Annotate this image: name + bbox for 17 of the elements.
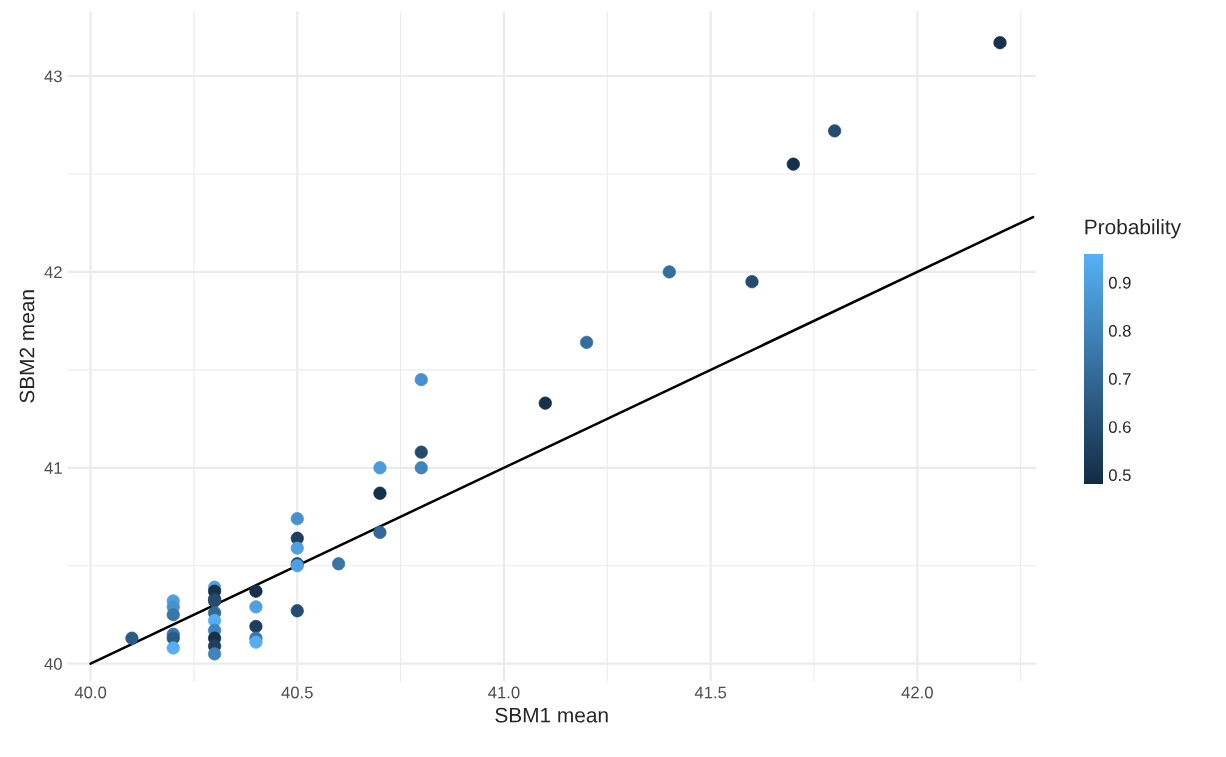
- x-tick-label: 42.0: [901, 686, 933, 699]
- color-bar-label: 0.6: [1108, 421, 1131, 433]
- x-axis-title: SBM1 mean: [495, 707, 608, 723]
- color-bar-label: 0.5: [1108, 469, 1131, 482]
- x-tick-label: 41.0: [488, 686, 520, 699]
- x-tick-label: 40.0: [74, 686, 107, 699]
- color-bar-label: 0.7: [1108, 373, 1131, 385]
- x-tick-label: 41.5: [694, 686, 727, 699]
- color-bar-label: 0.9: [1108, 276, 1131, 289]
- y-tick-label: 41: [44, 462, 62, 474]
- x-tick-label: 40.5: [281, 686, 313, 699]
- color-bar-label: 0.8: [1108, 324, 1131, 337]
- color-bar-title: Probability: [1085, 219, 1182, 239]
- y-tick-label: 42: [44, 266, 62, 278]
- y-axis-title: SBM2 mean: [19, 290, 35, 403]
- y-tick-label: 43: [44, 70, 62, 83]
- y-tick-label: 40: [44, 658, 62, 670]
